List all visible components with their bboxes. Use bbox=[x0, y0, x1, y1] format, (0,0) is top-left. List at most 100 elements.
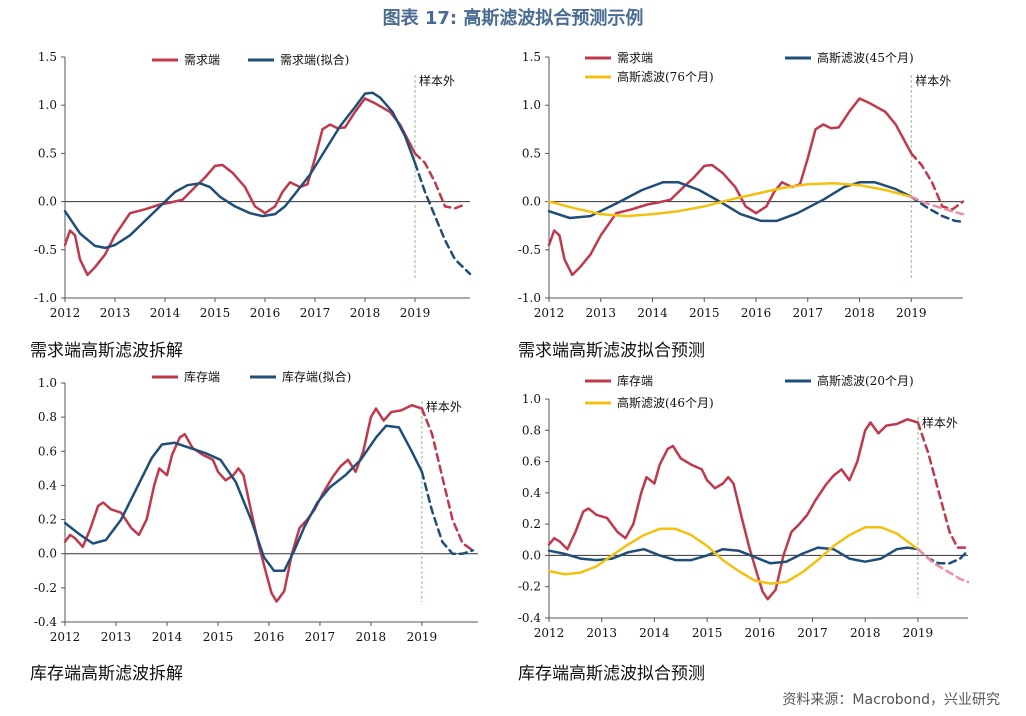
x-tick-label: 2014 bbox=[150, 306, 181, 320]
x-tick-label: 2017 bbox=[305, 630, 336, 644]
y-tick-label: 1.5 bbox=[38, 50, 57, 64]
series-line-库存端-样本外 bbox=[420, 407, 475, 552]
x-tick-label: 2014 bbox=[152, 630, 183, 644]
out-of-sample-label: 样本外 bbox=[426, 399, 462, 414]
x-tick-label: 2017 bbox=[792, 306, 823, 320]
y-tick-label: 0.8 bbox=[38, 410, 57, 424]
y-tick-label: 0.8 bbox=[522, 423, 541, 437]
series-line-高斯滤波-76个月-样本外 bbox=[910, 195, 965, 216]
y-tick-label: 1.0 bbox=[38, 98, 57, 112]
y-tick-label: 1.0 bbox=[522, 98, 541, 112]
legend-label: 需求端(拟合) bbox=[280, 52, 349, 67]
series-line-需求端-样本外 bbox=[413, 152, 467, 210]
x-tick-label: 2018 bbox=[350, 306, 381, 320]
y-tick-label: 1.0 bbox=[38, 376, 57, 390]
y-tick-label: 1.0 bbox=[522, 392, 541, 406]
x-tick-label: 2015 bbox=[203, 630, 234, 644]
series-line-高斯滤波-45个月 bbox=[547, 181, 913, 223]
y-tick-label: 0.0 bbox=[522, 195, 541, 209]
y-tick-label: 0.0 bbox=[38, 195, 57, 209]
legend-label: 高斯滤波(20个月) bbox=[817, 373, 914, 388]
x-tick-label: 2019 bbox=[896, 306, 927, 320]
series-line-库存端-拟合-样本外 bbox=[420, 470, 475, 555]
series-line-库存端 bbox=[63, 403, 424, 603]
legend-label: 库存端 bbox=[617, 373, 653, 388]
y-tick-label: 0.4 bbox=[38, 478, 57, 492]
y-tick-label: 0.2 bbox=[38, 513, 57, 527]
y-tick-label: 0.6 bbox=[38, 444, 57, 458]
x-tick-label: 2017 bbox=[300, 306, 331, 320]
series-line-库存端-拟合 bbox=[63, 424, 424, 573]
y-tick-label: -0.2 bbox=[34, 581, 57, 595]
y-tick-label: 0.5 bbox=[522, 146, 541, 160]
x-tick-label: 2017 bbox=[797, 626, 828, 640]
x-tick-label: 2019 bbox=[400, 306, 431, 320]
y-tick-label: 0.0 bbox=[522, 548, 541, 562]
y-tick-label: -0.2 bbox=[518, 580, 541, 594]
series-line-高斯滤波-46个月-样本外 bbox=[916, 547, 970, 584]
source-note: 资料来源：Macrobond，兴业研究 bbox=[782, 692, 1000, 708]
chart-caption-demand-decomposition: 需求端高斯滤波拆解 bbox=[30, 341, 183, 361]
out-of-sample-label: 样本外 bbox=[922, 415, 958, 430]
x-tick-label: 2013 bbox=[586, 626, 617, 640]
legend-label: 库存端(拟合) bbox=[282, 369, 351, 384]
x-tick-label: 2013 bbox=[585, 306, 616, 320]
figure-title: 图表 17: 高斯滤波拟合预测示例 bbox=[382, 8, 644, 29]
y-tick-label: -1.0 bbox=[34, 291, 57, 305]
y-tick-label: -0.4 bbox=[34, 615, 58, 629]
legend-label: 高斯滤波(76个月) bbox=[617, 69, 714, 84]
x-tick-label: 2018 bbox=[356, 630, 387, 644]
x-tick-label: 2015 bbox=[689, 306, 720, 320]
series-line-高斯滤波-46个月 bbox=[547, 526, 920, 585]
x-tick-label: 2018 bbox=[850, 626, 881, 640]
x-tick-label: 2013 bbox=[100, 306, 131, 320]
x-tick-label: 2016 bbox=[745, 626, 776, 640]
x-tick-label: 2016 bbox=[250, 306, 281, 320]
x-tick-label: 2013 bbox=[101, 630, 132, 644]
series-line-需求端-样本外 bbox=[910, 152, 965, 211]
legend-label: 高斯滤波(46个月) bbox=[617, 395, 714, 410]
series-line-需求端 bbox=[63, 97, 417, 277]
x-tick-label: 2018 bbox=[844, 306, 875, 320]
legend-label: 库存端 bbox=[184, 369, 220, 384]
chart-caption-demand-forecast: 需求端高斯滤波拟合预测 bbox=[518, 341, 705, 361]
y-tick-label: 0.5 bbox=[38, 146, 57, 160]
legend-label: 高斯滤波(45个月) bbox=[817, 50, 914, 65]
legend-label: 需求端 bbox=[617, 51, 653, 65]
y-tick-label: 1.5 bbox=[522, 50, 541, 64]
series-line-高斯滤波-76个月 bbox=[547, 182, 913, 218]
chart-caption-inventory-decomposition: 库存端高斯滤波拆解 bbox=[30, 664, 183, 684]
x-tick-label: 2014 bbox=[637, 306, 668, 320]
x-tick-label: 2019 bbox=[903, 626, 934, 640]
x-tick-label: 2015 bbox=[692, 626, 723, 640]
y-tick-label: -0.4 bbox=[518, 611, 542, 625]
series-line-需求端-拟合-样本外 bbox=[413, 161, 472, 276]
y-tick-label: 0.4 bbox=[522, 486, 541, 500]
x-tick-label: 2015 bbox=[200, 306, 231, 320]
x-tick-label: 2016 bbox=[741, 306, 772, 320]
y-tick-label: -0.5 bbox=[34, 243, 57, 257]
series-line-库存端-样本外 bbox=[916, 421, 970, 549]
series-line-高斯滤波-20个月-样本外 bbox=[916, 547, 970, 565]
y-tick-label: -0.5 bbox=[518, 243, 541, 257]
series-line-需求端 bbox=[547, 97, 913, 277]
x-tick-label: 2012 bbox=[50, 630, 81, 644]
series-line-高斯滤波-45个月-样本外 bbox=[910, 195, 965, 224]
x-tick-label: 2012 bbox=[50, 306, 81, 320]
x-tick-label: 2014 bbox=[639, 626, 670, 640]
y-tick-label: 0.2 bbox=[522, 517, 541, 531]
series-line-需求端-拟合 bbox=[63, 91, 417, 250]
x-tick-label: 2012 bbox=[534, 306, 565, 320]
y-tick-label: -1.0 bbox=[518, 291, 541, 305]
series-line-高斯滤波-20个月 bbox=[547, 546, 920, 565]
series-line-库存端 bbox=[547, 418, 920, 601]
legend-label: 需求端 bbox=[184, 53, 220, 67]
x-tick-label: 2012 bbox=[534, 626, 565, 640]
out-of-sample-label: 样本外 bbox=[915, 73, 951, 88]
y-tick-label: 0.0 bbox=[38, 547, 57, 561]
out-of-sample-label: 样本外 bbox=[419, 73, 455, 88]
